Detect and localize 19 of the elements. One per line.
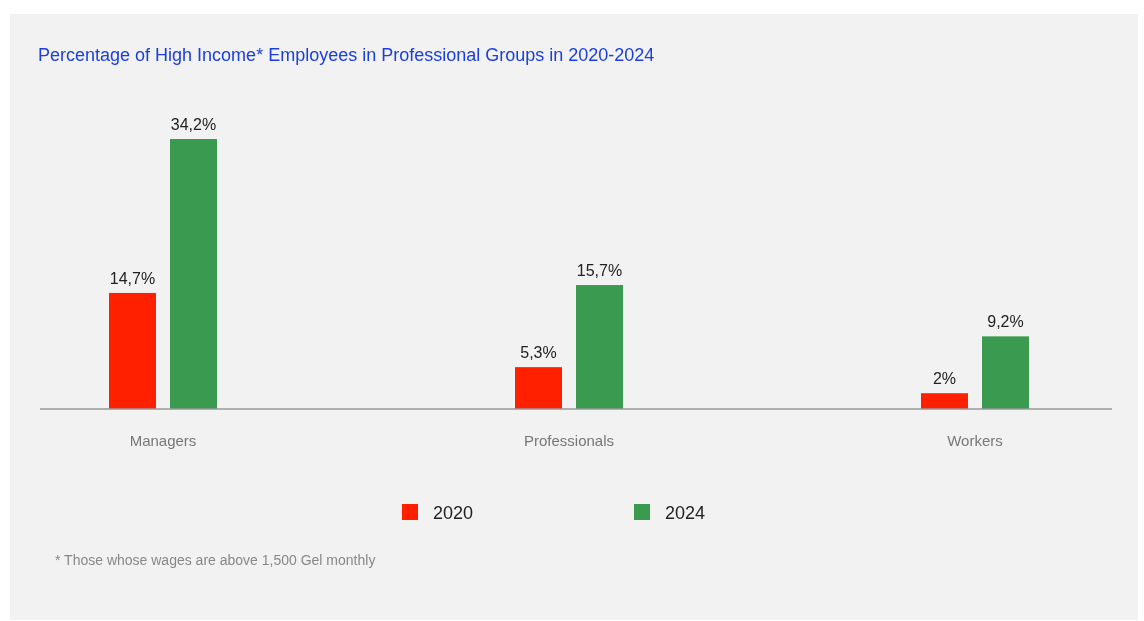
legend-label: 2020	[433, 503, 474, 523]
data-label: 14,7%	[109, 269, 156, 287]
bar	[921, 393, 968, 409]
data-label: 15,7%	[576, 262, 623, 280]
data-label: 2%	[932, 370, 957, 388]
bar	[515, 367, 562, 409]
bar	[576, 285, 623, 409]
data-label: 34,2%	[170, 116, 217, 133]
x-tick-label: Professionals	[523, 432, 615, 449]
bar	[170, 139, 217, 409]
bar	[109, 292, 156, 409]
legend-label: 2024	[665, 503, 706, 523]
x-tick-label: Managers	[129, 432, 197, 449]
data-label: 5,3%	[520, 344, 557, 362]
data-label: 9,2%	[987, 313, 1024, 331]
x-tick-label: Workers	[947, 432, 1003, 449]
text: * Those whose wages are above 1,500 Gel monthly	[55, 552, 376, 568]
bar	[982, 336, 1029, 409]
chart-title: Percentage of High Income* Employees in Professional Groups in 2020-2024	[38, 45, 655, 65]
